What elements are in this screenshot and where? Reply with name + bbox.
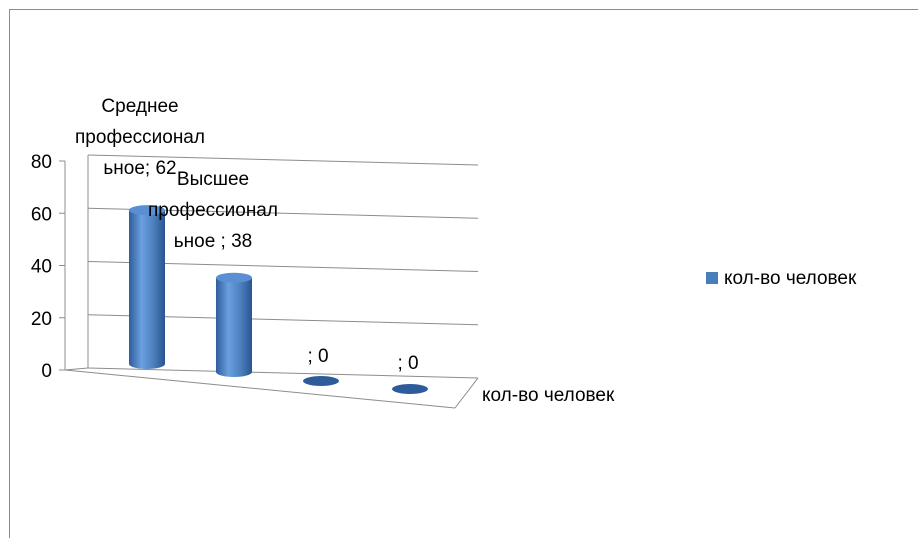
bar-body <box>129 210 165 369</box>
y-tick-label: 80 <box>31 152 52 173</box>
data-label: ; 0 <box>307 346 328 367</box>
data-label: ; 0 <box>397 353 418 374</box>
gridline <box>87 154 479 166</box>
gridline <box>87 367 479 379</box>
legend: кол-во человек <box>706 268 857 289</box>
bar-top <box>129 205 165 216</box>
floor-front-edge <box>64 369 456 409</box>
bar-body <box>216 277 252 377</box>
bar <box>392 384 428 394</box>
bar-top <box>303 376 339 386</box>
bar <box>129 205 165 369</box>
bar <box>216 272 252 377</box>
legend-swatch <box>706 272 718 284</box>
bar-top <box>216 272 252 283</box>
y-tick-label: 60 <box>31 204 52 225</box>
y-tick-label: 0 <box>41 361 52 382</box>
floor-right-edge <box>454 377 479 409</box>
legend-label: кол-во человек <box>724 268 857 289</box>
data-label: Среднее профессионал ьное; 62 <box>75 96 205 179</box>
y-tick-label: 40 <box>31 257 52 278</box>
bar-top <box>392 384 428 394</box>
bar <box>303 376 339 386</box>
data-label: Высшее профессионал ьное ; 38 <box>148 169 278 252</box>
y-tick-label: 20 <box>31 309 52 330</box>
chart-frame <box>9 9 918 538</box>
floor-edge <box>64 367 89 371</box>
x-axis-label: кол-во человек <box>482 385 615 406</box>
